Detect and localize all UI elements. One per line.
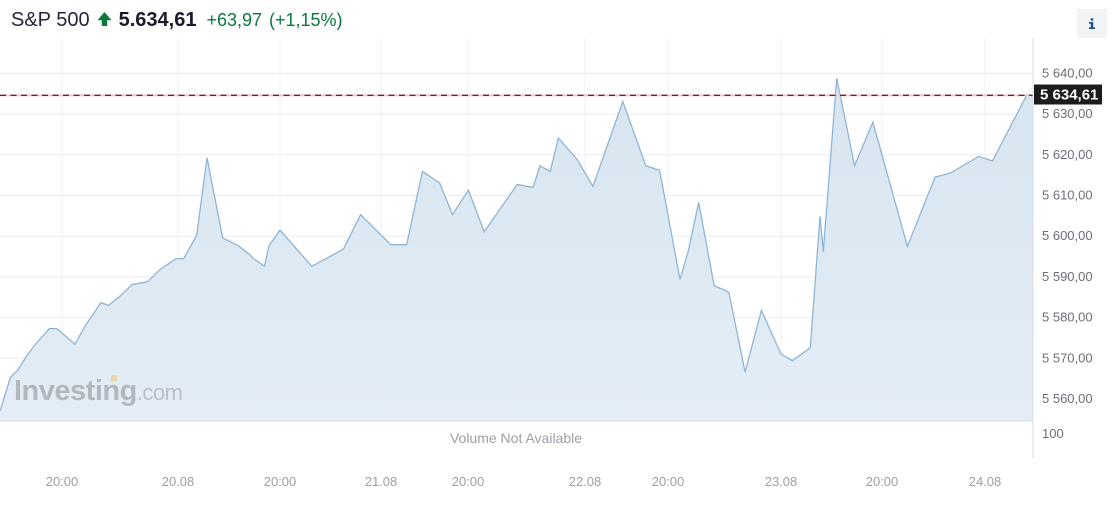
svg-text:21.08: 21.08 <box>365 474 398 489</box>
svg-text:20:00: 20:00 <box>452 474 485 489</box>
svg-text:20.08: 20.08 <box>162 474 195 489</box>
svg-text:5 640,00: 5 640,00 <box>1042 65 1093 80</box>
svg-text:20:00: 20:00 <box>264 474 297 489</box>
svg-text:5 620,00: 5 620,00 <box>1042 147 1093 162</box>
svg-text:22.08: 22.08 <box>569 474 602 489</box>
svg-text:5 590,00: 5 590,00 <box>1042 269 1093 284</box>
svg-text:5 610,00: 5 610,00 <box>1042 188 1093 203</box>
svg-text:20:00: 20:00 <box>652 474 685 489</box>
svg-text:20:00: 20:00 <box>46 474 79 489</box>
svg-text:5 630,00: 5 630,00 <box>1042 106 1093 121</box>
svg-text:5 600,00: 5 600,00 <box>1042 228 1093 243</box>
svg-text:5 560,00: 5 560,00 <box>1042 391 1093 406</box>
svg-text:100: 100 <box>1042 426 1064 441</box>
svg-text:5 634,61: 5 634,61 <box>1040 87 1098 104</box>
svg-text:24.08: 24.08 <box>969 474 1002 489</box>
svg-text:23.08: 23.08 <box>765 474 798 489</box>
svg-text:Investing.com: Investing.com <box>14 375 183 407</box>
svg-text:Volume Not Available: Volume Not Available <box>450 430 582 446</box>
svg-text:20:00: 20:00 <box>866 474 899 489</box>
svg-text:5 580,00: 5 580,00 <box>1042 310 1093 325</box>
svg-text:5 570,00: 5 570,00 <box>1042 350 1093 365</box>
